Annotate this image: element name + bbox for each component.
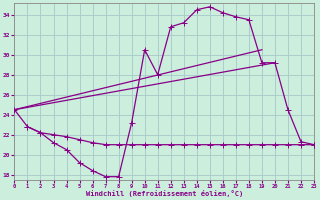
- X-axis label: Windchill (Refroidissement éolien,°C): Windchill (Refroidissement éolien,°C): [85, 190, 243, 197]
